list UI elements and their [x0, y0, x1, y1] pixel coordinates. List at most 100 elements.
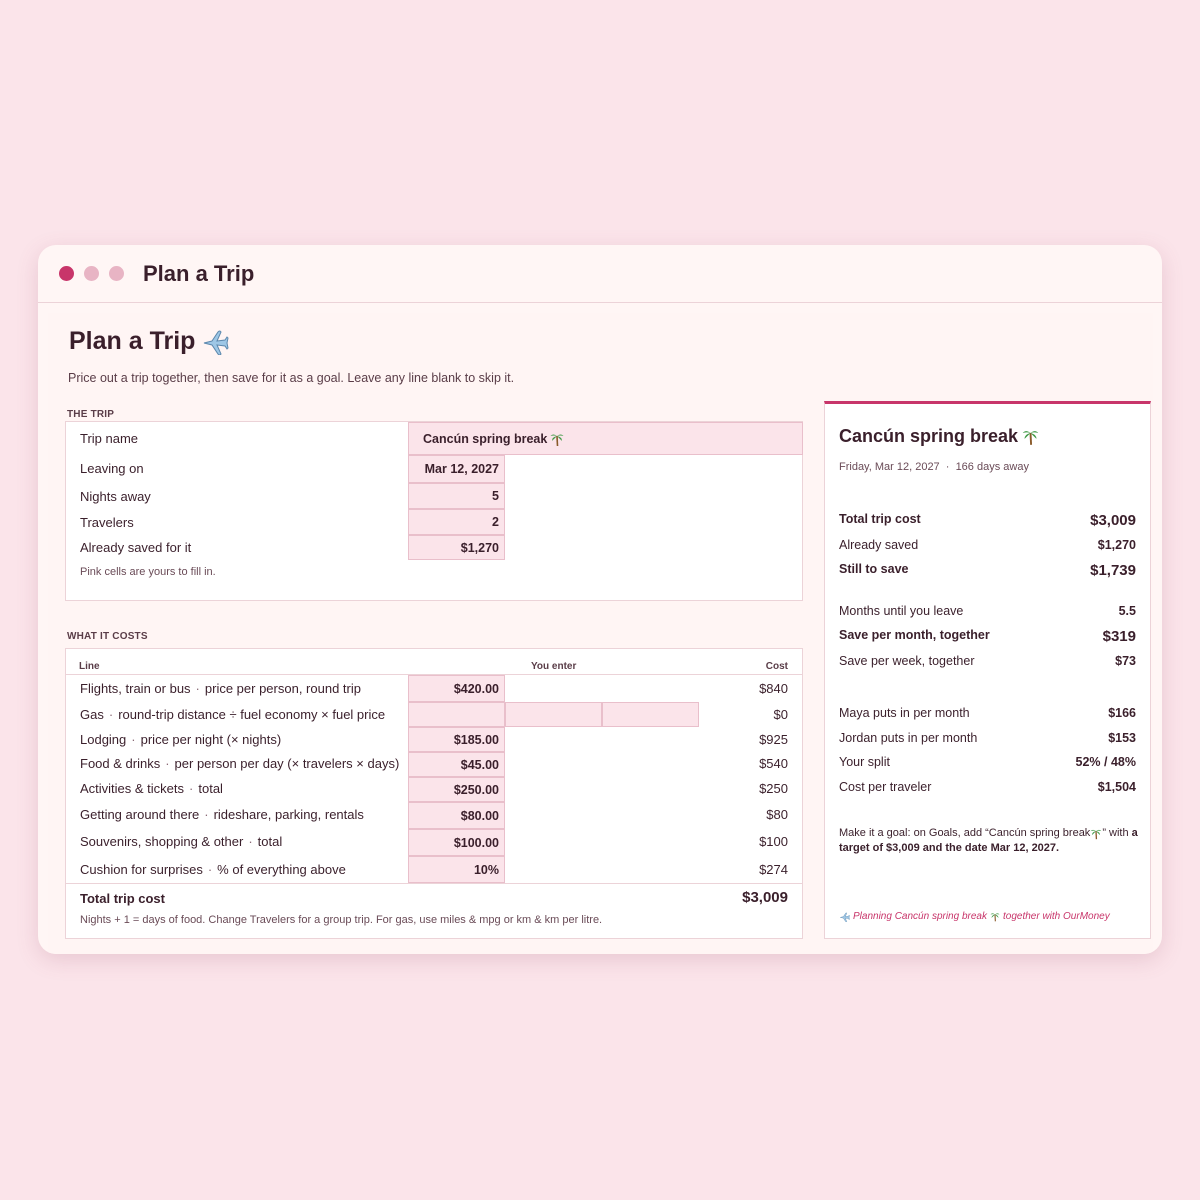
souvenirs-input[interactable]: $100.00	[408, 829, 505, 856]
summary-value: $3,009	[1090, 512, 1136, 529]
title-bar: Plan a Trip	[38, 245, 1162, 303]
summary-label: Your split	[839, 755, 890, 769]
footer-text-a: Planning Cancún spring break	[853, 911, 987, 922]
cost-row-cushion: Cushion for surprises ·% of everything ab…	[80, 862, 346, 877]
flights-input[interactable]: $420.00	[408, 675, 505, 702]
cost-row-name: Gas	[80, 707, 104, 722]
summary-label: Jordan puts in per month	[839, 731, 978, 745]
activities-input[interactable]: $250.00	[408, 777, 505, 802]
summary-label: Already saved	[839, 538, 919, 552]
summary-value: $153	[1108, 731, 1136, 745]
trip-note: Pink cells are yours to fill in.	[80, 566, 216, 578]
summary-months-until: Months until you leave 5.5	[839, 604, 1136, 618]
summary-value: 5.5	[1118, 604, 1136, 618]
travelers-input[interactable]: 2	[408, 509, 505, 535]
cost-row-flights: Flights, train or bus · price per person, …	[80, 681, 361, 696]
summary-footer: Planning Cancún spring break together wi…	[839, 911, 1110, 922]
souvenirs-cost: $100	[759, 834, 788, 849]
cost-row-gas: Gas · round-trip distance ÷ fuel economy ×…	[80, 707, 386, 722]
window-title: Plan a Trip	[143, 261, 255, 286]
summary-label: Total trip cost	[839, 512, 921, 526]
summary-label: Save per month, together	[839, 628, 990, 642]
summary-title: Cancún spring break	[839, 426, 1039, 447]
cost-row-hint: per person per day (× travelers × days)	[174, 756, 400, 771]
col-header-line: Line	[79, 661, 100, 672]
summary-maya-per-month: Maya puts in per month $166	[839, 706, 1136, 720]
summary-save-per-week: Save per week, together $73	[839, 654, 1136, 668]
goal-text-mid: ” with	[1102, 827, 1129, 839]
cost-row-souvenirs: Souvenirs, shopping & other · total	[80, 834, 283, 849]
summary-label: Save per week, together	[839, 654, 975, 668]
minimize-window-button[interactable]	[84, 266, 99, 281]
cost-row-name: Lodging	[80, 732, 127, 747]
summary-value: $1,504	[1097, 780, 1136, 794]
maximize-window-button[interactable]	[109, 266, 124, 281]
palm-tree-icon	[550, 434, 564, 446]
summary-label: Cost per traveler	[839, 780, 932, 794]
cost-row-hint: % of everything above	[217, 862, 346, 877]
footer-text-b: together with OurMoney	[1002, 911, 1110, 922]
cost-row-food: Food & drinks · per person per day (× trav…	[80, 756, 400, 771]
cost-row-name: Souvenirs, shopping & other	[80, 834, 244, 849]
getting-around-input[interactable]: $80.00	[408, 802, 505, 829]
cost-row-name: Activities & tickets	[80, 781, 185, 796]
cost-row-hint: total	[257, 834, 283, 849]
gas-distance-input[interactable]	[408, 702, 505, 727]
gas-fuel-economy-input[interactable]	[505, 702, 602, 727]
flights-cost: $840	[759, 681, 788, 696]
food-cost: $540	[759, 756, 788, 771]
cost-row-getting-around: Getting around there · rideshare, parking,…	[80, 807, 364, 822]
summary-label: Months until you leave	[839, 604, 964, 618]
page-content: Plan a Trip Price out a trip together, t…	[48, 313, 1153, 954]
summary-total-trip-cost: Total trip cost $3,009	[839, 512, 1136, 529]
summary-date: Friday, Mar 12, 2027 · 166 days away	[839, 461, 1029, 473]
cost-row-hint: price per night (× nights)	[140, 732, 282, 747]
col-header-you-enter: You enter	[531, 661, 577, 672]
cost-row-name: Cushion for surprises	[80, 862, 203, 877]
cost-row-hint: price per person, round trip	[204, 681, 361, 696]
cost-row-name: Food & drinks	[80, 756, 161, 771]
cost-row-activities: Activities & tickets · total	[80, 781, 223, 796]
activities-cost: $250	[759, 781, 788, 796]
cost-row-hint: rideshare, parking, rentals	[213, 807, 364, 822]
food-input[interactable]: $45.00	[408, 752, 505, 777]
col-header-cost: Cost	[765, 661, 788, 672]
travelers-label: Travelers	[80, 515, 134, 530]
summary-value: $73	[1115, 654, 1136, 668]
total-trip-cost-label: Total trip cost	[80, 891, 165, 906]
header-divider	[66, 674, 802, 675]
costs-footnote: Nights + 1 = days of food. Change Travel…	[80, 914, 603, 926]
trip-section-label: THE TRIP	[67, 409, 115, 420]
summary-value: $319	[1102, 628, 1136, 645]
summary-save-per-month: Save per month, together $319	[839, 628, 1136, 645]
cost-row-name: Flights, train or bus	[80, 681, 191, 696]
goal-instructions: Make it a goal: on Goals, add “Cancún sp…	[839, 826, 1139, 856]
cushion-input[interactable]: 10%	[408, 856, 505, 883]
summary-cost-per-traveler: Cost per traveler $1,504	[839, 780, 1136, 794]
cost-row-hint: round-trip distance ÷ fuel economy × fue…	[118, 707, 386, 722]
leaving-on-input[interactable]: Mar 12, 2027	[408, 455, 505, 483]
app-window: Plan a Trip Plan a Trip Price out a trip…	[38, 245, 1162, 954]
already-saved-input[interactable]: $1,270	[408, 535, 505, 560]
trip-name-label: Trip name	[80, 431, 139, 446]
airplane-icon	[204, 330, 229, 355]
summary-still-to-save: Still to save $1,739	[839, 562, 1136, 579]
summary-value: $1,739	[1090, 562, 1136, 579]
summary-panel: Cancún spring break Friday, Mar 12, 2027…	[824, 401, 1151, 939]
cost-row-lodging: Lodging · price per night (× nights)	[80, 732, 282, 747]
lodging-input[interactable]: $185.00	[408, 727, 505, 752]
trip-name-value: Cancún spring break	[423, 431, 548, 446]
goal-text-bold: a target of $3,009 and the date Mar 12, …	[839, 827, 1138, 854]
palm-tree-icon	[1022, 431, 1039, 445]
summary-value: 52% / 48%	[1075, 755, 1136, 769]
trip-name-input[interactable]: Cancún spring break	[408, 422, 803, 455]
total-divider	[66, 883, 802, 884]
summary-already-saved: Already saved $1,270	[839, 538, 1136, 552]
trip-card: Trip name Cancún spring break Leaving on…	[65, 421, 803, 601]
page-title-text: Plan a Trip	[69, 327, 196, 355]
close-window-button[interactable]	[59, 266, 74, 281]
gas-fuel-price-input[interactable]	[602, 702, 699, 727]
summary-your-split: Your split 52% / 48%	[839, 755, 1136, 769]
costs-section-label: WHAT IT COSTS	[67, 631, 148, 642]
nights-away-input[interactable]: 5	[408, 483, 505, 509]
